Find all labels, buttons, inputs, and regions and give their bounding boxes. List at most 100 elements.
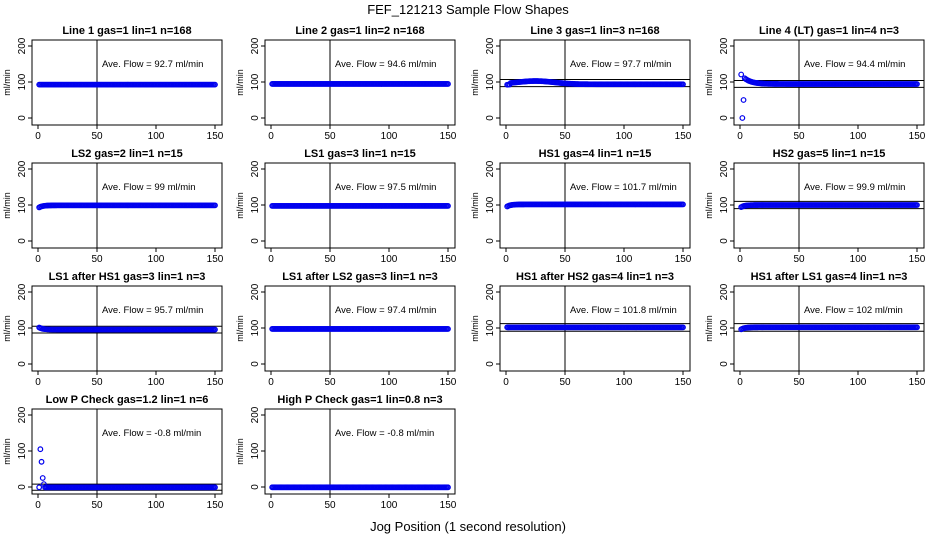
- panel-title: LS1 gas=3 lin=1 n=15: [304, 148, 416, 160]
- ave-flow-annotation: Ave. Flow = 102 ml/min: [804, 305, 903, 316]
- ave-flow-annotation: Ave. Flow = 94.6 ml/min: [335, 59, 436, 70]
- x-tick-label: 150: [675, 377, 692, 388]
- x-tick-label: 100: [850, 131, 867, 142]
- x-tick-label: 0: [737, 131, 743, 142]
- y-tick-label: 200: [719, 37, 730, 54]
- x-tick-label: 100: [616, 377, 633, 388]
- data-point: [212, 484, 218, 491]
- data-point: [212, 326, 218, 333]
- panel-title: LS1 after HS1 gas=3 lin=1 n=3: [49, 271, 206, 283]
- x-tick-label: 100: [850, 377, 867, 388]
- panel-10: LS1 after LS2 gas=3 lin=1 n=3 0 50 100 150 0 1…: [235, 271, 457, 388]
- y-tick-label: 200: [250, 406, 261, 423]
- x-tick-label: 150: [207, 254, 224, 265]
- y-tick-label: 200: [17, 37, 28, 54]
- panel-title: HS2 gas=5 lin=1 n=15: [773, 148, 886, 160]
- data-point: [680, 81, 686, 88]
- y-axis-label: ml/min: [235, 69, 245, 96]
- y-tick-label: 100: [17, 73, 28, 90]
- x-tick-label: 50: [559, 377, 571, 388]
- y-axis-label: ml/min: [2, 192, 12, 219]
- x-tick-label: 50: [793, 254, 805, 265]
- y-tick-label: 0: [17, 115, 28, 121]
- y-tick-label: 100: [485, 319, 496, 336]
- x-tick-label: 150: [909, 254, 926, 265]
- ave-flow-annotation: Ave. Flow = 97.4 ml/min: [335, 305, 436, 316]
- y-tick-label: 0: [485, 115, 496, 121]
- data-point: [680, 201, 686, 208]
- x-tick-label: 50: [91, 377, 103, 388]
- panel-13: Low P Check gas=1.2 lin=1 n=6 0 50 100 150 0 1…: [2, 394, 224, 511]
- y-axis-label: ml/min: [704, 69, 714, 96]
- x-tick-label: 100: [381, 131, 398, 142]
- x-tick-label: 0: [35, 500, 41, 511]
- y-axis-label: ml/min: [704, 315, 714, 342]
- x-tick-label: 0: [35, 377, 41, 388]
- x-tick-label: 0: [737, 377, 743, 388]
- panel-14: High P Check gas=1 lin=0.8 n=3 0 50 100 150 0…: [235, 394, 457, 511]
- data-point: [212, 202, 218, 209]
- y-tick-label: 100: [485, 73, 496, 90]
- x-tick-label: 100: [850, 254, 867, 265]
- x-tick-label: 0: [503, 377, 509, 388]
- y-tick-label: 100: [250, 319, 261, 336]
- y-axis-label: ml/min: [2, 315, 12, 342]
- data-point: [445, 202, 451, 209]
- x-tick-label: 50: [559, 254, 571, 265]
- panel-title: Low P Check gas=1.2 lin=1 n=6: [46, 394, 209, 406]
- y-axis-label: ml/min: [470, 192, 480, 219]
- panel-title: High P Check gas=1 lin=0.8 n=3: [277, 394, 442, 406]
- y-tick-label: 0: [250, 484, 261, 490]
- panel-title: Line 3 gas=1 lin=3 n=168: [530, 25, 659, 37]
- x-tick-label: 0: [268, 131, 274, 142]
- x-tick-label: 50: [559, 131, 571, 142]
- y-tick-label: 100: [250, 442, 261, 459]
- x-tick-label: 150: [440, 131, 457, 142]
- y-tick-label: 0: [17, 361, 28, 367]
- data-point: [39, 475, 46, 481]
- x-tick-label: 50: [91, 254, 103, 265]
- y-tick-label: 200: [17, 160, 28, 177]
- ave-flow-annotation: Ave. Flow = 92.7 ml/min: [102, 59, 203, 70]
- figure-title: FEF_121213 Sample Flow Shapes: [367, 2, 569, 17]
- x-tick-label: 0: [268, 377, 274, 388]
- x-tick-label: 0: [503, 131, 509, 142]
- x-tick-label: 150: [207, 500, 224, 511]
- y-axis-label: ml/min: [470, 69, 480, 96]
- panel-title: Line 4 (LT) gas=1 lin=4 n=3: [759, 25, 899, 37]
- y-tick-label: 0: [250, 238, 261, 244]
- x-tick-label: 100: [148, 131, 165, 142]
- y-tick-label: 0: [719, 361, 730, 367]
- x-tick-label: 100: [616, 254, 633, 265]
- y-tick-label: 200: [17, 406, 28, 423]
- x-tick-label: 150: [440, 500, 457, 511]
- y-tick-label: 100: [719, 196, 730, 213]
- x-tick-label: 0: [503, 254, 509, 265]
- x-tick-label: 150: [440, 254, 457, 265]
- y-axis-label: ml/min: [235, 438, 245, 465]
- data-point: [914, 324, 920, 331]
- panel-8: HS2 gas=5 lin=1 n=15 0 50 100 150 0 100 200 ml/m…: [704, 148, 926, 265]
- y-tick-label: 100: [250, 196, 261, 213]
- figure-x-axis-title: Jog Position (1 second resolution): [370, 519, 566, 534]
- x-tick-label: 50: [324, 131, 336, 142]
- y-tick-label: 100: [250, 73, 261, 90]
- y-tick-label: 200: [719, 160, 730, 177]
- x-tick-label: 50: [324, 254, 336, 265]
- data-point: [38, 458, 45, 465]
- y-tick-label: 100: [17, 196, 28, 213]
- data-point: [740, 97, 747, 103]
- y-tick-label: 0: [719, 115, 730, 121]
- ave-flow-annotation: Ave. Flow = 97.5 ml/min: [335, 182, 436, 193]
- panel-7: HS1 gas=4 lin=1 n=15 0 50 100 150 0 100 200 ml/m…: [470, 148, 692, 265]
- y-tick-label: 100: [719, 319, 730, 336]
- x-tick-label: 150: [909, 131, 926, 142]
- data-point: [36, 484, 43, 491]
- panel-12: HS1 after LS1 gas=4 lin=1 n=3 0 50 100 150 0 1…: [704, 271, 926, 388]
- x-tick-label: 50: [324, 500, 336, 511]
- y-tick-label: 200: [17, 283, 28, 300]
- plot-frame: [31, 408, 223, 495]
- x-tick-label: 50: [91, 131, 103, 142]
- y-tick-label: 100: [17, 442, 28, 459]
- y-axis-label: ml/min: [470, 315, 480, 342]
